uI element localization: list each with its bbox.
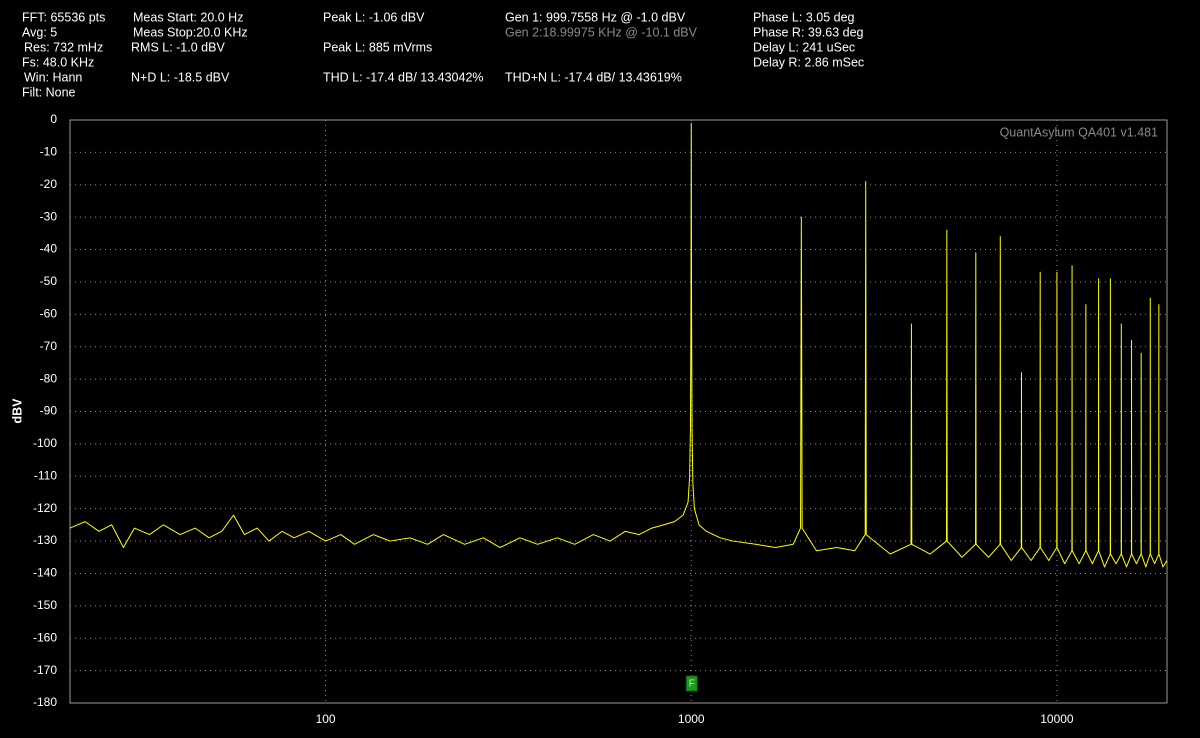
readout: Gen 1: 999.7558 Hz @ -1.0 dBV [505,10,686,24]
frequency-marker [685,675,698,692]
y-tick-label: -170 [33,663,57,677]
y-axis-label: dBV [10,398,24,424]
readouts: FFT: 65536 pts Avg: 5 Res: 732 mHz Fs: 4… [22,10,864,99]
y-tick-label: -50 [40,274,58,288]
readout: Avg: 5 [22,25,57,39]
y-tick-label: -40 [40,242,58,256]
readout: Phase R: 39.63 deg [753,25,864,39]
y-tick-label: -20 [40,177,58,191]
y-tick-label: -160 [33,630,57,644]
y-tick-label: -60 [40,307,58,321]
readout: Peak L: 885 mVrms [323,40,432,54]
readout: THD L: -17.4 dB/ 13.43042% [323,70,484,84]
readout: FFT: 65536 pts [22,10,105,24]
y-tick-label: -100 [33,436,57,450]
x-tick-label: 1000 [678,712,705,726]
readout: Delay L: 241 uSec [753,40,855,54]
readout: THD+N L: -17.4 dB/ 13.43619% [505,70,682,84]
readout: Fs: 48.0 KHz [22,55,94,69]
readout: Res: 732 mHz [24,40,103,54]
x-tick-label: 10000 [1040,712,1074,726]
y-tick-label: -140 [33,566,57,580]
readout: Gen 2:18.99975 KHz @ -10.1 dBV [505,25,698,39]
watermark: QuantAsylum QA401 v1.481 [1000,125,1158,139]
frequency-marker-label: F [689,679,695,690]
readout: N+D L: -18.5 dBV [131,70,230,84]
y-tick-label: 0 [50,112,57,126]
y-tick-label: -180 [33,695,57,709]
readout: RMS L: -1.0 dBV [131,40,225,54]
readout: Delay R: 2.86 mSec [753,55,864,69]
spectrum-line [69,122,1168,568]
y-tick-label: -120 [33,501,57,515]
x-tick-label: 100 [316,712,336,726]
readout: Peak L: -1.06 dBV [323,10,425,24]
readout: Meas Start: 20.0 Hz [133,10,243,24]
y-tick-label: -80 [40,371,58,385]
readout: Win: Hann [24,70,82,84]
y-tick-label: -130 [33,533,57,547]
y-tick-label: -110 [34,468,57,482]
y-tick-label: -30 [40,209,58,223]
y-tick-label: -150 [33,598,57,612]
readout: Meas Stop:20.0 KHz [133,25,248,39]
y-tick-label: -90 [40,404,58,418]
readout: Phase L: 3.05 deg [753,10,855,24]
y-tick-label: -10 [40,145,58,159]
y-tick-label: -70 [40,339,58,353]
readout: Filt: None [22,85,76,99]
